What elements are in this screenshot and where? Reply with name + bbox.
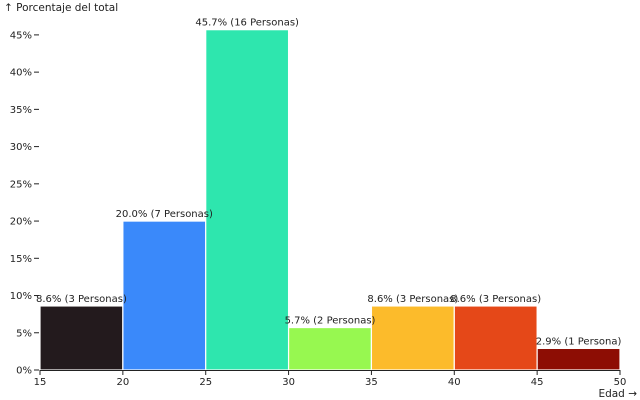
x-tick-label: 50 xyxy=(614,377,627,388)
y-tick-label: 5% xyxy=(16,328,32,339)
y-tick-label: 10% xyxy=(10,291,32,302)
histogram-bar xyxy=(453,305,538,371)
x-axis: 15 20 25 30 35 40 45 50 xyxy=(34,370,627,388)
y-axis-title: ↑ Porcentaje del total xyxy=(4,2,118,14)
y-tick-label: 35% xyxy=(10,105,32,116)
bar-data-label: 8.6% (3 Personas) xyxy=(450,294,541,305)
y-tick-label: 45% xyxy=(10,30,32,41)
y-tick-label: 15% xyxy=(10,254,32,265)
histogram-bar xyxy=(122,220,207,371)
x-tick-label: 15 xyxy=(34,377,47,388)
bar-data-label: 8.6% (3 Personas) xyxy=(36,294,127,305)
y-tick-label: 40% xyxy=(10,68,32,79)
x-tick-label: 40 xyxy=(448,377,461,388)
x-axis-title: Edad → xyxy=(598,388,637,400)
histogram-bar xyxy=(205,29,290,371)
bar-data-label: 45.7% (16 Personas) xyxy=(195,18,299,29)
x-tick-label: 25 xyxy=(199,377,212,388)
bar-data-label: 2.9% (1 Persona) xyxy=(536,336,622,347)
x-tick-label: 20 xyxy=(116,377,129,388)
y-tick-label: 25% xyxy=(10,179,32,190)
histogram-bar xyxy=(536,347,621,371)
histogram-bar xyxy=(39,305,124,371)
x-tick-label: 30 xyxy=(282,377,295,388)
bar-data-label: 8.6% (3 Personas) xyxy=(367,294,458,305)
x-tick-label: 35 xyxy=(365,377,378,388)
bar-data-label: 5.7% (2 Personas) xyxy=(285,316,376,327)
x-tick-label: 45 xyxy=(531,377,544,388)
histogram-bar xyxy=(370,305,455,371)
y-tick-label: 30% xyxy=(10,142,32,153)
y-axis: 0% 5% 10% 15% 20% 25% 30% 35% 40% 45% xyxy=(10,30,39,377)
y-tick-label: 20% xyxy=(10,217,32,228)
y-tick-label: 0% xyxy=(16,366,32,377)
data-labels: 8.6% (3 Personas) 20.0% (7 Personas) 45.7%… xyxy=(36,18,622,348)
bar-data-label: 20.0% (7 Personas) xyxy=(116,209,213,220)
histogram-bar xyxy=(287,326,373,371)
